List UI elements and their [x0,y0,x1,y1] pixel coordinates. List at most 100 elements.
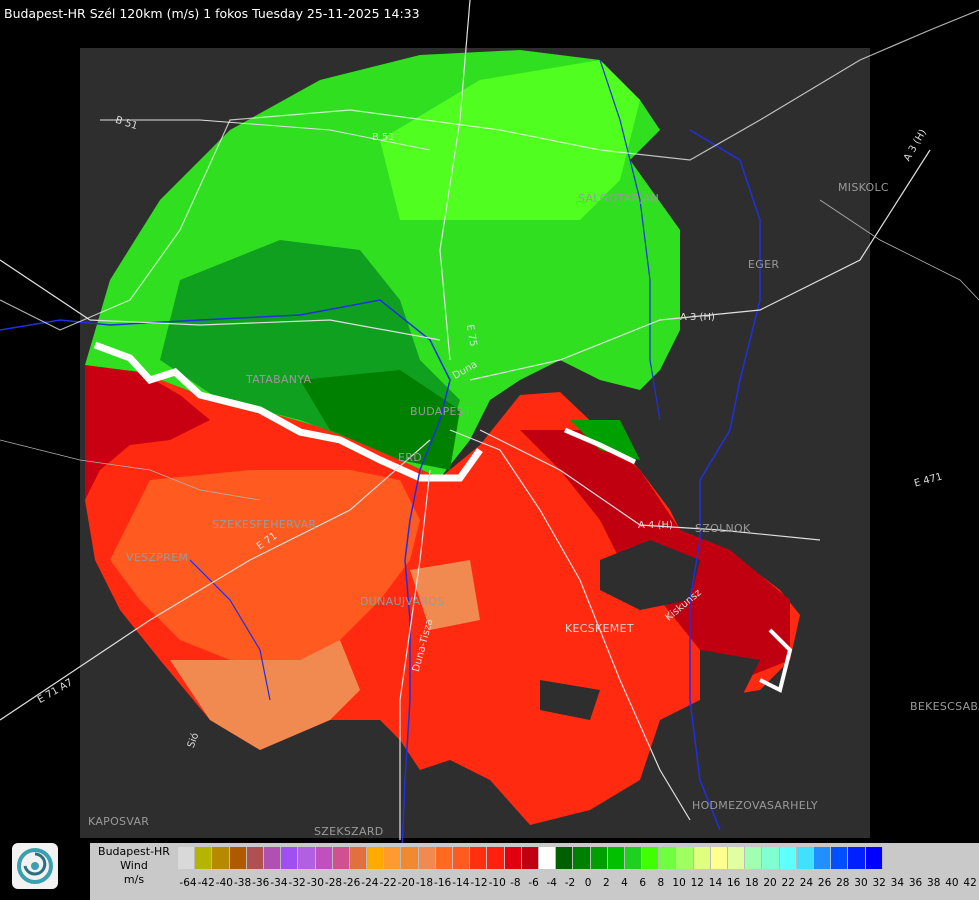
place-miskolc: MISKOLC [838,181,889,194]
legend-tick-label: -2 [565,877,575,889]
met-service-logo [12,843,58,889]
road-label-b51-north: B 51 [372,132,395,143]
color-legend: Budapest-HR Wind m/s -64 -42 -40 -38 -36 -34-… [90,843,979,900]
legend-swatch [831,847,848,869]
legend-swatch [522,847,539,869]
legend-tick-label: -6 [528,877,538,889]
legend-swatch [230,847,247,869]
legend-swatch [780,847,797,869]
legend-swatch [762,847,779,869]
legend-swatch [745,847,762,869]
legend-tick-label: 26 [818,877,831,889]
legend-tick-label: 8 [658,877,665,889]
legend-swatch [797,847,814,869]
legend-tick-label: 4 [621,877,628,889]
legend-swatch [659,847,676,869]
place-erd: ERD [398,451,422,464]
legend-swatch [505,847,522,869]
place-budapest: BUDAPEST [410,405,471,418]
legend-swatch [178,847,195,869]
legend-tick-label: 20 [763,877,776,889]
legend-tick-label: -42 [198,877,215,889]
legend-swatch [470,847,487,869]
place-veszprem: VESZPREM [126,551,188,564]
legend-swatch [453,847,470,869]
radar-title: Budapest-HR Szél 120km (m/s) 1 fokos Tue… [4,6,420,21]
place-bekescsaba: BEKESCSABA [910,700,979,713]
legend-tick-label: -4 [547,877,557,889]
place-eger: EGER [748,258,779,271]
legend-tick-label: -34 [270,877,287,889]
legend-tick-label: -64 [179,877,196,889]
legend-tick-label: 12 [691,877,704,889]
legend-swatch [195,847,212,869]
legend-tick-label: 38 [927,877,940,889]
legend-tick-label: 40 [945,877,958,889]
legend-swatch [419,847,436,869]
legend-swatch [436,847,453,869]
legend-swatch [814,847,831,869]
legend-tick-label: 36 [909,877,922,889]
legend-swatch [728,847,745,869]
place-hodmezovasarhely: HODMEZOVASARHELY [692,799,818,812]
road-label-a4: A 4 (H) [638,520,673,531]
legend-tick-label: -22 [379,877,396,889]
legend-tick-label: 10 [672,877,685,889]
legend-title-line: Wind [90,859,178,873]
legend-swatch [247,847,264,869]
legend-tick-label: 6 [639,877,646,889]
place-dunaujvaros: DUNAUJVAROS [360,595,445,608]
legend-swatch [316,847,333,869]
place-salgotarjan: SALGOTARJAN [578,192,659,205]
legend-swatches [178,847,883,869]
legend-swatch [384,847,401,869]
place-szekesfehervar: SZEKESFEHERVAR [212,518,316,531]
legend-tick-label: 0 [585,877,592,889]
road-label-a3: A 3 (H) [680,312,715,323]
legend-tick-label: -10 [489,877,506,889]
place-szekszard: SZEKSZARD [314,825,384,838]
legend-tick-label: -20 [398,877,415,889]
legend-tick-label: 2 [603,877,610,889]
legend-swatch [556,847,573,869]
legend-swatch [591,847,608,869]
legend-swatch [694,847,711,869]
legend-tick-label: -24 [361,877,378,889]
legend-swatch [625,847,642,869]
legend-tick-label: -36 [252,877,269,889]
legend-swatch [711,847,728,869]
legend-tick-label: -30 [307,877,324,889]
legend-tick-label: -16 [434,877,451,889]
legend-tick-label: -40 [216,877,233,889]
legend-tick-label: 18 [745,877,758,889]
legend-swatch [676,847,693,869]
legend-tick-label: 34 [891,877,904,889]
legend-tick-label: -12 [470,877,487,889]
legend-swatch [212,847,229,869]
legend-swatch [401,847,418,869]
legend-tick-label: 16 [727,877,740,889]
place-kecskemet: KECSKEMET [565,622,634,635]
legend-title: Budapest-HR Wind m/s [90,845,178,887]
place-kaposvar: KAPOSVAR [88,815,149,828]
legend-swatch [487,847,504,869]
legend-title-line: Budapest-HR [90,845,178,859]
legend-swatch [608,847,625,869]
legend-tick-label: 32 [872,877,885,889]
legend-tick-label: -32 [289,877,306,889]
legend-swatch [367,847,384,869]
legend-tick-label: 22 [782,877,795,889]
legend-tick-label: 24 [800,877,813,889]
legend-swatch [642,847,659,869]
swirl-icon [12,843,58,889]
legend-swatch [298,847,315,869]
legend-tick-label: -14 [452,877,469,889]
legend-swatch [848,847,865,869]
legend-swatch [866,847,883,869]
legend-swatch [333,847,350,869]
legend-tick-label: -38 [234,877,251,889]
legend-tick-label: 42 [963,877,976,889]
legend-swatch [264,847,281,869]
legend-tick-label: -18 [416,877,433,889]
